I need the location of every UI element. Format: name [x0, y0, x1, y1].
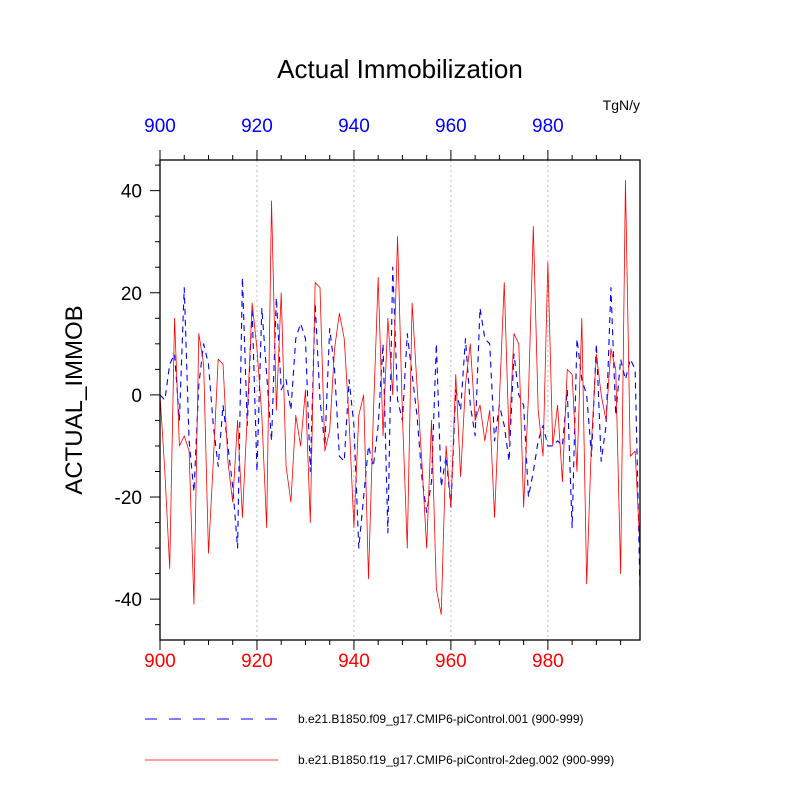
legend-label-1: b.e21.B1850.f19_g17.CMIP6-piControl-2deg…	[298, 753, 614, 767]
tick-labels: -40 -20 0 20 40 900 900 920 920 940 940 960 960 980 98…	[115, 116, 564, 672]
y-tick-label: 0	[131, 386, 142, 407]
y-tick-label: 40	[121, 182, 142, 203]
x-tick-label-bottom: 920	[241, 651, 273, 672]
x-tick-label-top: 920	[241, 116, 273, 137]
plot-frame	[159, 159, 641, 641]
x-tick-label-top: 960	[435, 116, 467, 137]
legend-entry-1: b.e21.B1850.f19_g17.CMIP6-piControl-2deg…	[145, 753, 614, 767]
x-tick-label-bottom: 900	[144, 651, 176, 672]
legend-entry-0: b.e21.B1850.f09_g17.CMIP6-piControl.001 …	[145, 712, 584, 726]
chart-title: Actual Immobilization	[277, 54, 523, 84]
legend-label-0: b.e21.B1850.f09_g17.CMIP6-piControl.001 …	[298, 712, 584, 726]
x-tick-label-top: 940	[338, 116, 370, 137]
y-tick-label: -20	[115, 488, 142, 509]
x-tick-label-top: 900	[144, 116, 176, 137]
series-layer	[159, 180, 641, 615]
series-line-1	[159, 180, 641, 615]
x-tick-label-bottom: 960	[435, 651, 467, 672]
x-tick-label-top: 980	[532, 116, 564, 137]
x-tick-label-bottom: 980	[532, 651, 564, 672]
y-axis-label: ACTUAL_IMMOB	[61, 305, 88, 494]
ticks	[150, 150, 622, 650]
x-tick-label-bottom: 940	[338, 651, 370, 672]
y-tick-label: -40	[115, 590, 142, 611]
y-tick-label: 20	[121, 284, 142, 305]
units-label: TgN/y	[603, 97, 640, 113]
grid-lines	[256, 160, 549, 640]
legend: b.e21.B1850.f09_g17.CMIP6-piControl.001 …	[145, 712, 614, 767]
